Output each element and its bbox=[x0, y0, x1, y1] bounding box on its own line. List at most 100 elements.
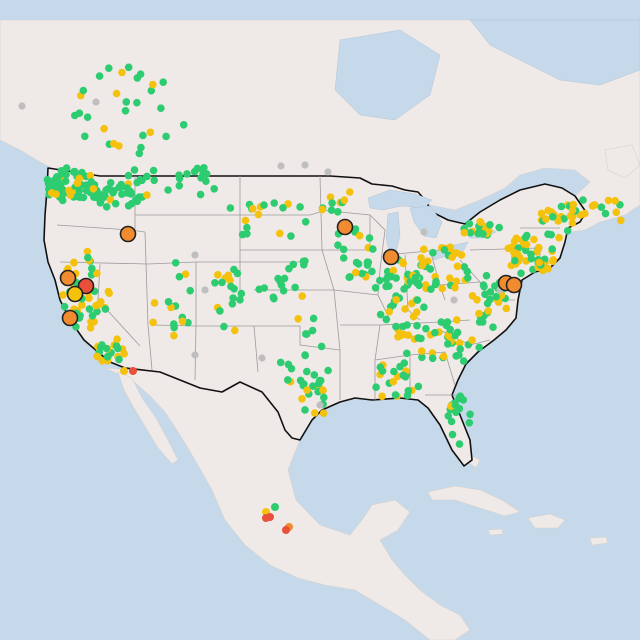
marker-good[interactable] bbox=[400, 285, 408, 293]
marker-good[interactable] bbox=[459, 357, 468, 365]
marker-moderate[interactable] bbox=[617, 216, 625, 225]
marker-moderate[interactable] bbox=[110, 139, 118, 148]
marker-good[interactable] bbox=[479, 230, 487, 238]
marker-good[interactable] bbox=[238, 230, 247, 239]
marker-good[interactable] bbox=[70, 167, 79, 176]
marker-good[interactable] bbox=[418, 353, 426, 362]
marker-good[interactable] bbox=[162, 132, 170, 141]
marker-good[interactable] bbox=[84, 253, 92, 262]
marker-no-data[interactable] bbox=[191, 351, 199, 359]
marker-good[interactable] bbox=[150, 176, 158, 185]
marker-good[interactable] bbox=[392, 322, 400, 331]
marker-moderate[interactable] bbox=[311, 409, 319, 417]
marker-good[interactable] bbox=[106, 179, 115, 187]
marker-moderate[interactable] bbox=[224, 271, 233, 280]
marker-moderate[interactable] bbox=[85, 294, 93, 303]
marker-good[interactable] bbox=[75, 109, 84, 117]
marker-good[interactable] bbox=[101, 305, 110, 313]
marker-good[interactable] bbox=[121, 107, 130, 115]
marker-moderate[interactable] bbox=[554, 217, 562, 225]
marker-moderate[interactable] bbox=[181, 270, 190, 279]
marker-good[interactable] bbox=[226, 204, 235, 212]
marker-moderate[interactable] bbox=[98, 357, 106, 365]
marker-good[interactable] bbox=[376, 276, 384, 285]
marker-moderate[interactable] bbox=[90, 318, 98, 326]
marker-good[interactable] bbox=[137, 143, 145, 152]
marker-moderate[interactable] bbox=[452, 277, 461, 286]
marker-good[interactable] bbox=[58, 185, 67, 194]
marker-moderate[interactable] bbox=[303, 386, 311, 394]
marker-good[interactable] bbox=[183, 170, 191, 178]
marker-good[interactable] bbox=[557, 202, 566, 211]
marker-good[interactable] bbox=[199, 169, 207, 177]
marker-good[interactable] bbox=[279, 286, 288, 295]
marker-good[interactable] bbox=[429, 248, 437, 257]
marker-moderate[interactable] bbox=[86, 171, 95, 180]
marker-good[interactable] bbox=[135, 149, 144, 158]
marker-good[interactable] bbox=[414, 382, 423, 391]
marker-moderate[interactable] bbox=[484, 307, 493, 315]
marker-moderate[interactable] bbox=[118, 68, 126, 77]
marker-good[interactable] bbox=[486, 221, 494, 229]
marker-moderate[interactable] bbox=[318, 205, 327, 214]
marker-no-data[interactable] bbox=[316, 401, 324, 409]
marker-good[interactable] bbox=[218, 278, 226, 287]
marker-good[interactable] bbox=[44, 179, 53, 188]
marker-moderate[interactable] bbox=[93, 269, 101, 278]
marker-good[interactable] bbox=[79, 193, 88, 202]
marker-good[interactable] bbox=[339, 245, 348, 254]
marker-good[interactable] bbox=[376, 363, 385, 372]
marker-moderate[interactable] bbox=[537, 209, 546, 218]
marker-good[interactable] bbox=[291, 283, 299, 292]
marker-good[interactable] bbox=[58, 196, 67, 205]
marker-moderate[interactable] bbox=[522, 240, 531, 249]
marker-moderate[interactable] bbox=[468, 292, 477, 300]
marker-good[interactable] bbox=[328, 199, 336, 207]
marker-moderate[interactable] bbox=[73, 179, 82, 188]
marker-good[interactable] bbox=[211, 279, 219, 287]
marker-good[interactable] bbox=[105, 64, 113, 72]
marker-good[interactable] bbox=[455, 394, 463, 403]
marker-moderate[interactable] bbox=[340, 196, 349, 204]
marker-good[interactable] bbox=[549, 213, 557, 221]
marker-good[interactable] bbox=[431, 328, 439, 337]
marker-moderate[interactable] bbox=[468, 336, 476, 344]
marker-good[interactable] bbox=[399, 371, 408, 380]
marker-moderate[interactable] bbox=[451, 283, 459, 292]
marker-good[interactable] bbox=[136, 70, 145, 78]
marker-moderate[interactable] bbox=[549, 257, 557, 266]
marker-good[interactable] bbox=[385, 282, 393, 290]
marker-good[interactable] bbox=[517, 269, 525, 278]
marker-moderate[interactable] bbox=[298, 292, 307, 300]
marker-good[interactable] bbox=[88, 312, 97, 320]
marker-good[interactable] bbox=[309, 382, 317, 391]
marker-good[interactable] bbox=[495, 223, 504, 232]
marker-good[interactable] bbox=[451, 401, 460, 410]
marker-good[interactable] bbox=[443, 318, 452, 326]
marker-moderate[interactable] bbox=[319, 409, 328, 418]
marker-moderate[interactable] bbox=[249, 205, 257, 213]
marker-good[interactable] bbox=[376, 310, 385, 319]
marker-good[interactable] bbox=[431, 280, 440, 289]
marker-good[interactable] bbox=[371, 284, 380, 292]
marker-good[interactable] bbox=[478, 318, 487, 326]
marker-good[interactable] bbox=[175, 181, 184, 190]
marker-good[interactable] bbox=[255, 285, 263, 294]
marker-good[interactable] bbox=[301, 406, 309, 414]
marker-good[interactable] bbox=[123, 184, 131, 192]
marker-moderate[interactable] bbox=[59, 291, 67, 299]
marker-moderate[interactable] bbox=[535, 243, 543, 252]
marker-moderate[interactable] bbox=[413, 308, 421, 317]
marker-good[interactable] bbox=[60, 302, 69, 311]
marker-good[interactable] bbox=[216, 307, 224, 315]
marker-moderate[interactable] bbox=[86, 324, 95, 332]
marker-good[interactable] bbox=[170, 320, 178, 328]
marker-good[interactable] bbox=[324, 366, 332, 375]
marker-good[interactable] bbox=[83, 113, 92, 121]
marker-no-data[interactable] bbox=[324, 168, 332, 176]
marker-good[interactable] bbox=[190, 167, 199, 176]
marker-moderate[interactable] bbox=[276, 229, 284, 238]
marker-good[interactable] bbox=[315, 376, 324, 385]
marker-usg-large[interactable] bbox=[61, 309, 79, 327]
